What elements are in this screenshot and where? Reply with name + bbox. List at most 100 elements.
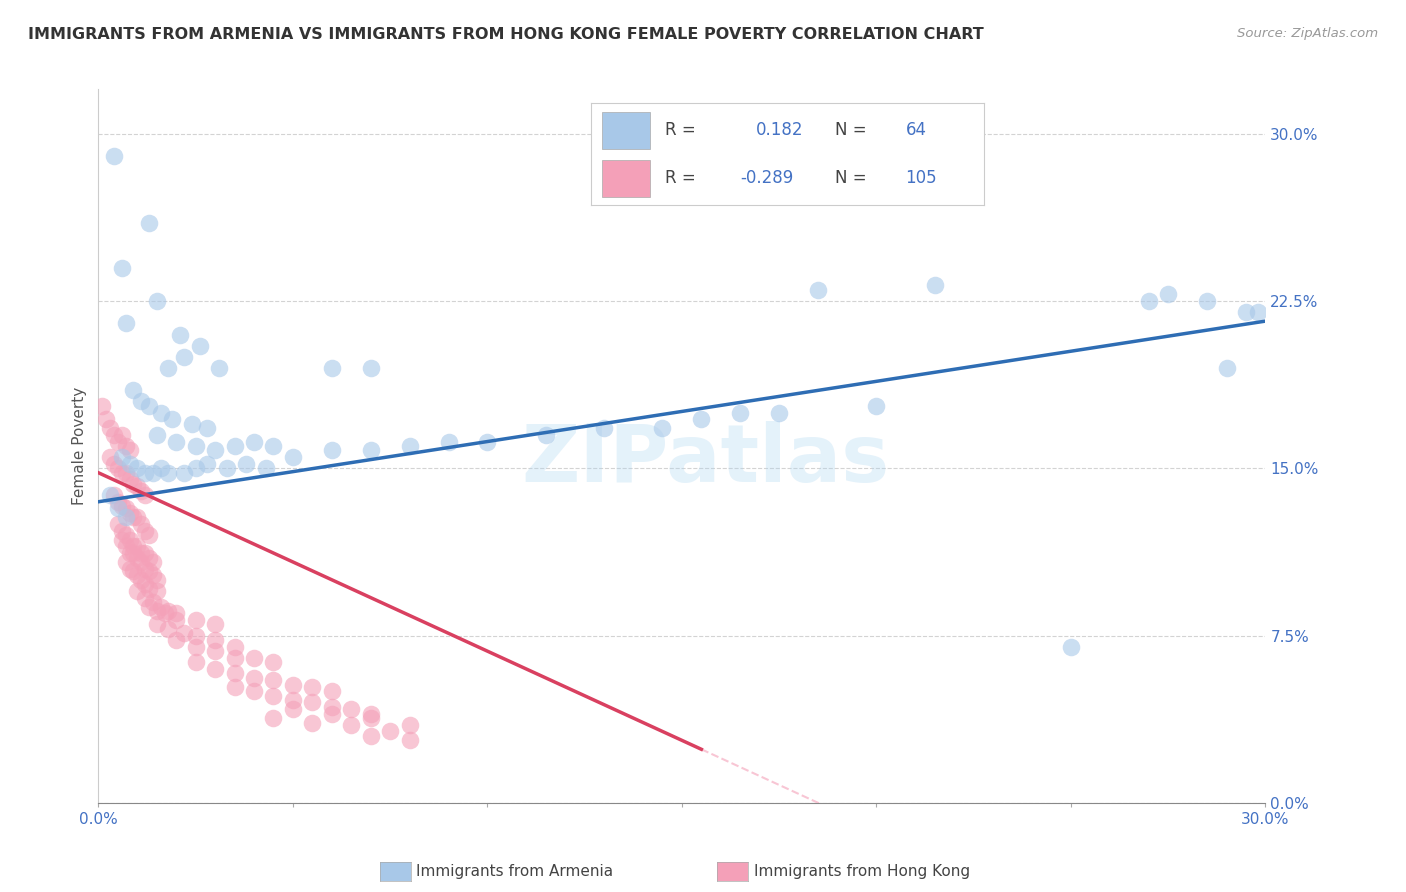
Point: [134, 488, 156, 502]
Point: [301, 715, 323, 730]
Point: [340, 702, 363, 716]
Point: [224, 439, 246, 453]
Point: [1215, 360, 1237, 375]
Point: [281, 450, 304, 464]
Point: [138, 216, 160, 230]
Point: [360, 729, 382, 743]
FancyBboxPatch shape: [602, 160, 650, 197]
Point: [127, 461, 149, 475]
Point: [114, 439, 136, 453]
Point: [184, 640, 207, 654]
Point: [149, 599, 172, 614]
Point: [138, 564, 160, 578]
Point: [103, 427, 125, 442]
Point: [204, 644, 226, 658]
Point: [215, 461, 238, 475]
Point: [122, 546, 145, 560]
Point: [153, 607, 176, 621]
Point: [111, 450, 134, 464]
Point: [114, 316, 136, 330]
Point: [118, 562, 141, 576]
Point: [162, 412, 184, 426]
Point: [129, 483, 152, 498]
Point: [243, 671, 266, 685]
Point: [146, 573, 169, 587]
Point: [107, 494, 129, 508]
Point: [114, 466, 136, 480]
Point: [301, 680, 323, 694]
Point: [122, 539, 145, 553]
Point: [129, 516, 152, 531]
Point: [262, 673, 284, 687]
Point: [149, 461, 172, 475]
Point: [98, 421, 121, 435]
Point: [165, 607, 187, 621]
Point: [98, 488, 121, 502]
Point: [127, 510, 149, 524]
Point: [477, 434, 499, 449]
Point: [360, 360, 382, 375]
Point: [122, 384, 145, 398]
Point: [360, 443, 382, 458]
Point: [243, 684, 266, 698]
Point: [165, 613, 187, 627]
Point: [138, 399, 160, 413]
Point: [204, 443, 226, 458]
Point: [301, 696, 323, 710]
Point: [173, 466, 195, 480]
Point: [340, 717, 363, 731]
Point: [138, 599, 160, 614]
Text: -0.289: -0.289: [740, 169, 793, 187]
Text: R =: R =: [665, 169, 696, 187]
Point: [184, 655, 207, 669]
Point: [173, 350, 195, 364]
Point: [114, 501, 136, 516]
Point: [593, 421, 616, 435]
Point: [134, 591, 156, 605]
Point: [254, 461, 277, 475]
Point: [398, 717, 420, 731]
Point: [1157, 287, 1180, 301]
Point: [208, 360, 231, 375]
Point: [243, 651, 266, 665]
Point: [118, 506, 141, 520]
Point: [114, 528, 136, 542]
Point: [111, 533, 134, 547]
Point: [127, 568, 149, 582]
Point: [262, 711, 284, 725]
Point: [281, 702, 304, 716]
Point: [127, 479, 149, 493]
Text: 105: 105: [905, 169, 936, 187]
Point: [114, 510, 136, 524]
Text: IMMIGRANTS FROM ARMENIA VS IMMIGRANTS FROM HONG KONG FEMALE POVERTY CORRELATION : IMMIGRANTS FROM ARMENIA VS IMMIGRANTS FR…: [28, 27, 984, 42]
Point: [204, 633, 226, 648]
Text: R =: R =: [665, 121, 696, 139]
Point: [321, 699, 343, 714]
Point: [118, 443, 141, 458]
Point: [398, 733, 420, 747]
Point: [235, 457, 257, 471]
Point: [103, 488, 125, 502]
Point: [122, 510, 145, 524]
Point: [138, 528, 160, 542]
Point: [127, 583, 149, 598]
Point: [111, 427, 134, 442]
Text: 0.182: 0.182: [756, 121, 803, 139]
Point: [107, 501, 129, 516]
Point: [111, 466, 134, 480]
Point: [1234, 305, 1257, 319]
Point: [1060, 640, 1083, 654]
Point: [129, 573, 152, 587]
Point: [129, 546, 152, 560]
Point: [118, 533, 141, 547]
Point: [134, 577, 156, 591]
Point: [807, 283, 830, 297]
Point: [118, 473, 141, 487]
Point: [321, 684, 343, 698]
Point: [96, 412, 118, 426]
Point: [224, 651, 246, 665]
Point: [224, 666, 246, 681]
Point: [157, 466, 180, 480]
Point: [360, 706, 382, 721]
FancyBboxPatch shape: [602, 112, 650, 149]
